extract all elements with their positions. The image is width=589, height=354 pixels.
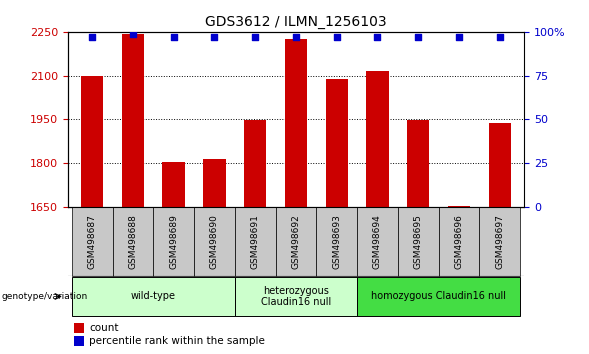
Text: heterozygous
Claudin16 null: heterozygous Claudin16 null bbox=[261, 286, 331, 307]
Bar bbox=[72, 207, 112, 276]
Text: GSM498689: GSM498689 bbox=[169, 214, 178, 269]
Bar bbox=[72, 277, 235, 316]
Bar bbox=[479, 207, 520, 276]
Text: GSM498697: GSM498697 bbox=[495, 214, 504, 269]
Bar bbox=[235, 207, 276, 276]
Bar bbox=[366, 71, 389, 207]
Text: homozygous Claudin16 null: homozygous Claudin16 null bbox=[371, 291, 506, 302]
Bar bbox=[203, 160, 226, 207]
Text: GSM498693: GSM498693 bbox=[332, 214, 341, 269]
Bar bbox=[112, 207, 153, 276]
Point bbox=[292, 34, 301, 40]
Point bbox=[332, 34, 342, 40]
Bar bbox=[439, 207, 479, 276]
Text: GSM498688: GSM498688 bbox=[128, 214, 137, 269]
Text: count: count bbox=[89, 323, 118, 333]
Point bbox=[250, 34, 260, 40]
Bar bbox=[276, 207, 316, 276]
Bar bbox=[235, 277, 357, 316]
Bar bbox=[194, 207, 235, 276]
Text: GSM498687: GSM498687 bbox=[88, 214, 97, 269]
Bar bbox=[153, 207, 194, 276]
Text: wild-type: wild-type bbox=[131, 291, 176, 302]
Text: GSM498690: GSM498690 bbox=[210, 214, 219, 269]
Point bbox=[128, 31, 138, 36]
Point bbox=[210, 34, 219, 40]
Point bbox=[413, 34, 423, 40]
Title: GDS3612 / ILMN_1256103: GDS3612 / ILMN_1256103 bbox=[205, 16, 387, 29]
Bar bbox=[316, 207, 357, 276]
Bar bbox=[122, 34, 144, 207]
Bar bbox=[488, 123, 511, 207]
Text: GSM498696: GSM498696 bbox=[455, 214, 464, 269]
Point bbox=[454, 34, 464, 40]
Point bbox=[373, 34, 382, 40]
Bar bbox=[357, 277, 520, 316]
Bar bbox=[448, 206, 470, 207]
Text: genotype/variation: genotype/variation bbox=[1, 292, 87, 301]
Bar bbox=[398, 207, 439, 276]
Bar bbox=[284, 39, 307, 207]
Bar bbox=[326, 79, 348, 207]
Text: GSM498695: GSM498695 bbox=[413, 214, 423, 269]
Bar bbox=[244, 120, 266, 207]
Bar bbox=[357, 207, 398, 276]
Point bbox=[169, 34, 178, 40]
Text: percentile rank within the sample: percentile rank within the sample bbox=[89, 336, 265, 346]
Bar bbox=[163, 162, 185, 207]
Bar bbox=[81, 76, 104, 207]
Text: GSM498691: GSM498691 bbox=[251, 214, 260, 269]
Point bbox=[88, 34, 97, 40]
Point bbox=[495, 34, 504, 40]
Text: GSM498692: GSM498692 bbox=[292, 214, 300, 269]
Bar bbox=[407, 120, 429, 207]
Text: GSM498694: GSM498694 bbox=[373, 214, 382, 269]
